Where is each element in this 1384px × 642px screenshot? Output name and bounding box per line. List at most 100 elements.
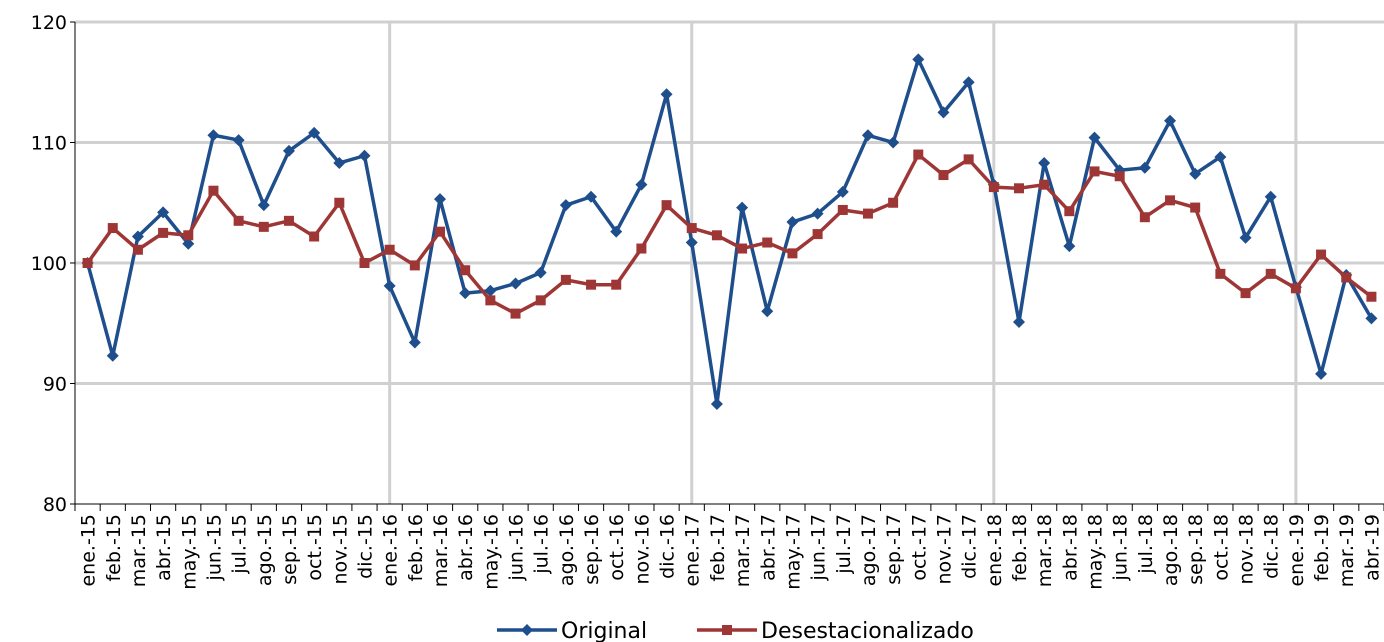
marker (334, 197, 345, 208)
marker (157, 206, 170, 219)
x-tick-label: jun.-18 (1110, 514, 1132, 581)
marker (611, 279, 622, 290)
marker (836, 185, 849, 198)
marker (988, 182, 999, 193)
marker (560, 274, 571, 285)
series-line (86, 152, 1373, 316)
marker (1215, 268, 1226, 279)
marker (358, 149, 371, 162)
marker (636, 243, 647, 254)
x-tick-label: ene.-19 (1286, 514, 1308, 587)
marker (158, 227, 169, 238)
marker (962, 76, 975, 89)
marker (1190, 202, 1201, 213)
x-tick-label: feb.-16 (405, 514, 427, 582)
marker (1013, 183, 1024, 194)
marker (408, 336, 421, 349)
x-tick-label: jul.-17 (833, 514, 855, 575)
marker (106, 349, 119, 362)
marker (862, 208, 873, 219)
x-tick-label: jun.-16 (506, 514, 528, 581)
marker (938, 170, 949, 181)
marker (786, 216, 799, 229)
marker (1039, 179, 1050, 190)
marker (1265, 268, 1276, 279)
marker (1165, 195, 1176, 206)
marker (610, 225, 623, 238)
marker (258, 221, 269, 232)
x-tick-label: may.-16 (480, 514, 502, 590)
marker (1239, 231, 1252, 244)
x-tick-label: sep.-15 (279, 514, 301, 585)
marker (308, 126, 321, 139)
x-tick-label: mar.-17 (732, 514, 754, 587)
marker (132, 244, 143, 255)
x-tick-label: dic.-18 (1261, 514, 1283, 579)
marker (107, 223, 118, 234)
marker (737, 243, 748, 254)
marker (1290, 283, 1301, 294)
marker (309, 231, 320, 242)
x-tick-label: ago.-18 (1160, 514, 1182, 586)
x-tick-label: jun.-15 (203, 514, 225, 581)
x-tick-label: dic.-16 (657, 514, 679, 579)
x-tick-label: sep.-16 (581, 514, 603, 585)
marker (257, 199, 270, 212)
marker (1012, 316, 1025, 329)
marker (1164, 114, 1177, 127)
x-tick-label: ene.-15 (78, 514, 100, 587)
x-tick-label: abr.-16 (455, 514, 477, 581)
x-tick-label: ago.-17 (858, 514, 880, 586)
marker (207, 129, 220, 142)
marker (485, 295, 496, 306)
marker (710, 397, 723, 410)
x-tick-label: may.-18 (1085, 514, 1107, 590)
marker (1365, 312, 1378, 325)
x-tick-label: abr.-19 (1361, 514, 1383, 581)
marker (183, 230, 194, 241)
marker (1089, 166, 1100, 177)
marker (232, 134, 245, 147)
x-tick-label: ene.-17 (682, 514, 704, 587)
marker (435, 226, 446, 237)
marker (359, 258, 370, 268)
marker (1214, 150, 1227, 163)
marker (1038, 156, 1051, 169)
marker (434, 193, 447, 206)
marker (484, 284, 497, 297)
x-tick-label: jun.-17 (808, 514, 830, 581)
x-tick-label: nov.-16 (631, 514, 653, 585)
x-tick-label: may.-17 (782, 514, 804, 590)
x-tick-label: jul.-15 (229, 514, 251, 575)
marker (1088, 131, 1101, 144)
x-tick-label: may.-15 (178, 514, 200, 590)
x-tick-label: abr.-15 (153, 514, 175, 581)
marker (384, 244, 395, 255)
marker (1063, 240, 1076, 253)
marker (912, 53, 925, 66)
marker (913, 149, 924, 160)
marker (233, 215, 244, 226)
x-tick-label: sep.-17 (883, 514, 905, 585)
marker (861, 129, 874, 142)
marker (282, 144, 295, 157)
legend-label: Desestacionalizado (761, 619, 974, 642)
marker (1064, 206, 1075, 217)
marker (1138, 161, 1151, 174)
x-tick-label: ene.-18 (984, 514, 1006, 587)
marker (131, 230, 144, 243)
marker (510, 308, 521, 319)
x-tick-label: jul.-18 (1135, 514, 1157, 575)
marker (1341, 272, 1352, 283)
x-tick-label: oct.-18 (1210, 514, 1232, 581)
marker (736, 201, 749, 214)
marker (585, 190, 598, 203)
x-tick-label: mar.-16 (430, 514, 452, 587)
x-tick-label: feb.-17 (707, 514, 729, 582)
x-tick-label: mar.-19 (1336, 514, 1358, 587)
marker (82, 258, 93, 268)
x-tick-label: jul.-16 (531, 514, 553, 575)
x-tick-label: mar.-15 (128, 514, 150, 587)
marker (208, 185, 219, 196)
marker (1264, 190, 1277, 203)
